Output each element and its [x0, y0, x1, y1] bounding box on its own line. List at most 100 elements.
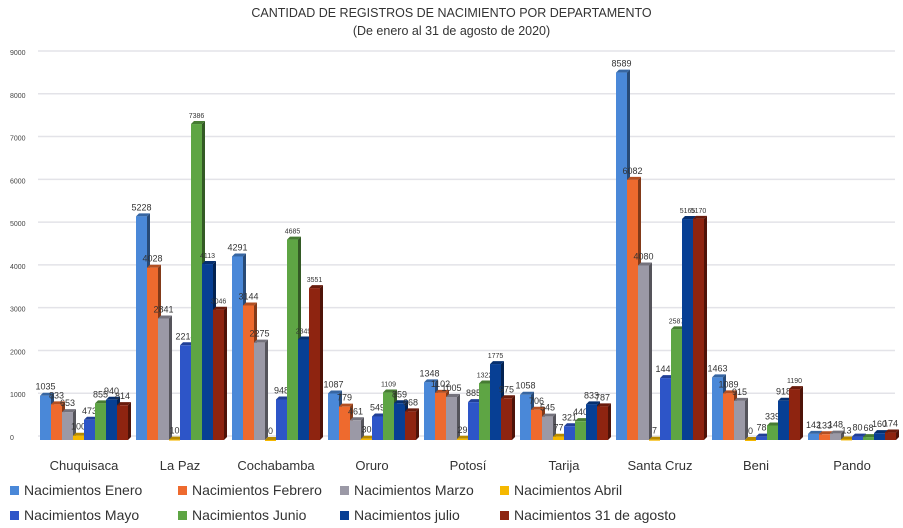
bar-side — [320, 285, 323, 440]
bar — [51, 404, 62, 440]
legend-label: Nacimientos 31 de agosto — [514, 507, 676, 523]
bar — [542, 416, 553, 440]
bar-top — [586, 401, 600, 405]
data-label: 30 — [361, 425, 371, 435]
data-label: 133 — [817, 420, 832, 430]
bar — [350, 420, 361, 440]
data-label: 7 — [652, 426, 657, 436]
category-label: Cochabamba — [237, 458, 315, 473]
data-label: 833 — [584, 390, 599, 400]
bar — [136, 216, 147, 440]
bar-top — [693, 215, 707, 219]
category-label: Potosí — [450, 458, 487, 473]
data-label: 668 — [403, 397, 418, 407]
bar-side — [649, 262, 652, 440]
bar-top — [106, 396, 120, 400]
data-label: 0 — [268, 426, 273, 436]
bar-top — [723, 390, 737, 394]
data-label: 7386 — [189, 113, 205, 120]
bar-side — [553, 413, 556, 440]
bar-side — [608, 403, 611, 440]
data-label: 1447 — [655, 364, 675, 374]
y-tick-label: 5000 — [10, 221, 26, 228]
bar — [180, 345, 191, 440]
data-label: 461 — [348, 406, 363, 416]
chart-title: CANTIDAD DE REGISTROS DE NACIMIENTO POR … — [251, 6, 652, 20]
bar-side — [896, 429, 899, 440]
bar — [756, 436, 767, 440]
bar-top — [361, 435, 375, 439]
bar-top — [874, 430, 888, 434]
bar-top — [490, 361, 504, 365]
bar-top — [180, 342, 194, 346]
category-label: Pando — [833, 458, 871, 473]
legend-swatch — [500, 510, 509, 520]
bar-top — [40, 392, 54, 396]
bar-top — [309, 285, 323, 289]
bar-top — [446, 394, 460, 398]
bar — [254, 342, 265, 440]
legend-label: Nacimientos Abril — [514, 482, 623, 498]
data-label: 473 — [82, 406, 97, 416]
bar — [394, 403, 405, 440]
data-label: 77 — [553, 423, 563, 433]
bar-top — [169, 436, 183, 440]
legend-label: Nacimientos Febrero — [192, 482, 322, 498]
bar-top — [328, 390, 342, 394]
data-label: 918 — [776, 387, 791, 397]
legend-swatch — [178, 485, 187, 495]
bar — [767, 425, 778, 440]
legend-label: Nacimientos Marzo — [354, 482, 474, 498]
bar-top — [542, 413, 556, 417]
data-label: 100 — [71, 422, 86, 432]
bar — [745, 440, 756, 441]
bar — [457, 438, 468, 440]
bar-side — [800, 386, 803, 440]
data-label: 1102 — [431, 379, 450, 389]
bar-top — [372, 413, 386, 417]
bar — [232, 256, 243, 440]
data-label: 13 — [841, 425, 851, 435]
data-label: 549 — [370, 403, 385, 413]
data-label: 1058 — [515, 381, 535, 391]
data-label: 142 — [806, 420, 821, 430]
bar-top — [117, 402, 131, 406]
bar-top — [553, 433, 567, 437]
bar — [339, 406, 350, 440]
legend-item: Nacimientos Junio — [178, 507, 306, 523]
data-label: 339 — [765, 411, 780, 421]
data-label: 4113 — [200, 253, 215, 260]
bar-top — [394, 400, 408, 404]
bar-top — [852, 433, 866, 437]
bar-top — [298, 336, 312, 340]
y-tick-label: 0 — [10, 435, 14, 442]
data-label: 321 — [562, 412, 577, 422]
bar — [841, 439, 852, 441]
bar-top — [712, 374, 726, 378]
data-label: 4028 — [142, 254, 162, 264]
data-label: 1322 — [477, 372, 493, 379]
bar — [424, 382, 435, 440]
legend-item: Nacimientos julio — [340, 507, 460, 523]
data-label: 814 — [115, 391, 130, 401]
data-label: 4080 — [633, 251, 653, 261]
data-label: 833 — [49, 390, 64, 400]
bar-top — [213, 306, 227, 310]
bar — [520, 394, 531, 440]
bar-top — [501, 395, 515, 399]
data-label: 4685 — [285, 229, 301, 236]
bar-top — [424, 379, 438, 383]
bar-top — [435, 389, 449, 393]
bar-top — [405, 408, 419, 412]
data-label: 2841 — [153, 304, 173, 314]
y-tick-label: 1000 — [10, 392, 26, 399]
data-label: 3046 — [211, 299, 227, 306]
bar-top — [682, 216, 696, 220]
bar-top — [575, 418, 589, 422]
data-label: 1087 — [323, 380, 343, 390]
bar-side — [169, 315, 172, 440]
legend-item: Nacimientos 31 de agosto — [500, 507, 676, 523]
bar-top — [265, 437, 279, 440]
bar — [213, 309, 224, 440]
data-label: 0 — [748, 426, 753, 436]
